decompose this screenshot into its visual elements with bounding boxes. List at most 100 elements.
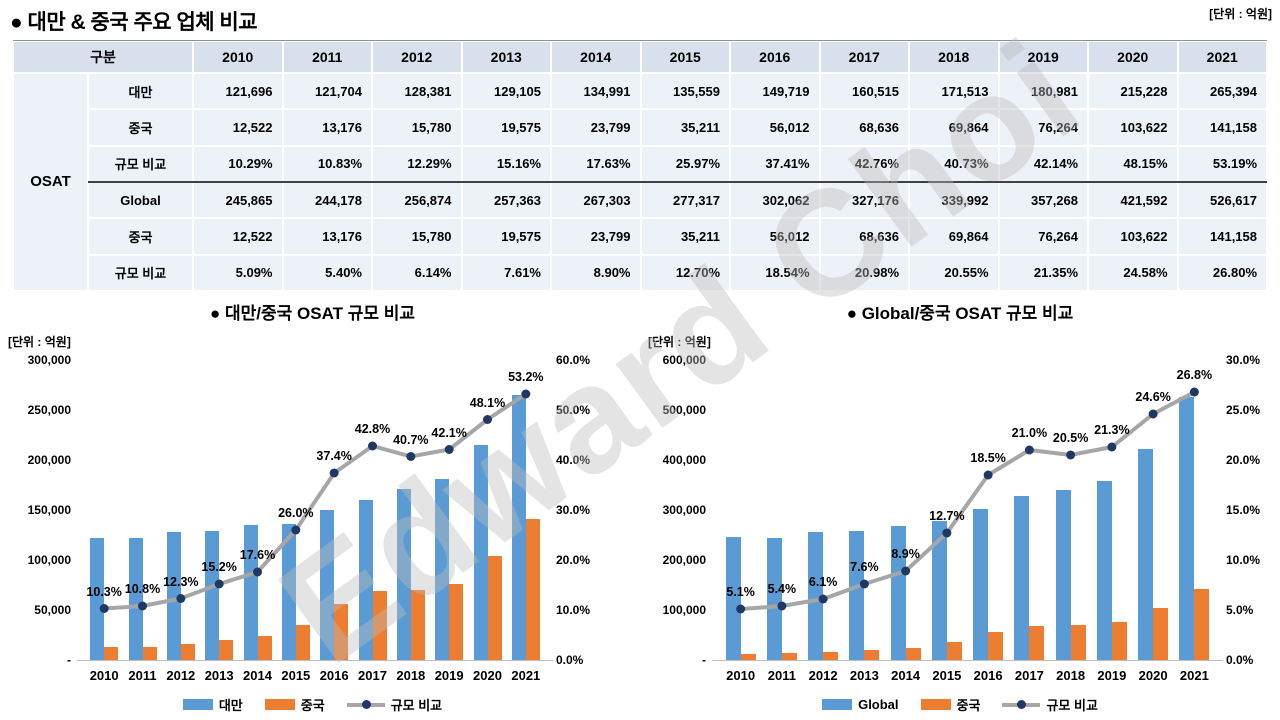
bar-chart-left-series1: [320, 510, 335, 660]
line-marker: [138, 601, 147, 611]
legend-item: 중국: [920, 695, 980, 714]
x-axis-category-label: 2020: [1138, 668, 1168, 683]
table-cell-value: 48.15%: [1088, 145, 1178, 182]
x-axis-category-label: 2018: [396, 668, 426, 683]
line-data-label: 42.1%: [431, 425, 467, 440]
table-cell-value: 135,559: [640, 73, 730, 110]
right-axis-tick-label: 40.0%: [556, 453, 591, 467]
line-marker: [777, 601, 787, 611]
line-marker: [521, 389, 531, 399]
line-marker: [901, 566, 911, 576]
right-axis-tick-label: 20.0%: [1226, 453, 1261, 467]
bar-chart-right-series1: [890, 526, 906, 660]
table-row-label: 대만: [88, 73, 193, 110]
table-cell-value: 69,864: [909, 109, 999, 146]
table-cell-value: 23,799: [551, 109, 641, 146]
y-axis-tick-label: -: [67, 653, 71, 667]
right-axis-tick-label: 30.0%: [556, 503, 591, 517]
table-cell-value: 141,158: [1177, 218, 1267, 255]
table-year-header: 2012: [372, 41, 462, 73]
y-axis-tick-label: 250,000: [27, 403, 71, 417]
line-data-label: 20.5%: [1052, 431, 1089, 445]
page-title: ● 대만 & 중국 주요 업체 비교: [10, 11, 258, 34]
legend-swatch: [264, 699, 295, 710]
bar-chart-left-series1: [358, 499, 373, 660]
bar-chart-right-series2: [1029, 625, 1045, 660]
table-cell-value: 15,780: [372, 218, 462, 255]
right-axis-tick-label: 20.0%: [556, 553, 591, 567]
line-data-label: 18.5%: [970, 451, 1006, 465]
table-cell-value: 257,363: [461, 181, 551, 219]
table-cell-value: 21.35%: [998, 254, 1088, 291]
x-axis-category-label: 2014: [243, 668, 272, 683]
table-cell-value: 42.14%: [998, 145, 1088, 182]
table-year-header: 2018: [909, 41, 999, 73]
bar-chart-left-series1: [281, 524, 296, 660]
table-cell-value: 339,992: [909, 181, 999, 219]
line-marker: [444, 445, 454, 454]
line-marker: [1066, 450, 1076, 460]
line-data-label: 40.7%: [393, 432, 429, 447]
line-marker: [859, 579, 869, 589]
bar-chart-left-series1: [435, 479, 450, 660]
bar-chart-right-series1: [1096, 481, 1112, 660]
legend-line-sample: [1002, 700, 1041, 709]
bar-chart-right-series2: [740, 653, 756, 660]
table-cell-value: 171,513: [909, 73, 999, 110]
table-cell-value: 245,865: [193, 181, 283, 219]
table-cell-value: 18.54%: [730, 254, 820, 291]
bar-chart-right-series2: [988, 632, 1004, 660]
table-cell-value: 35,211: [640, 109, 730, 146]
bar-chart-right-series1: [1138, 449, 1154, 660]
line-data-label: 17.6%: [239, 548, 276, 562]
bar-chart-left-series2: [334, 604, 349, 660]
right-axis-tick-label: 10.0%: [1226, 553, 1261, 567]
table-cell-value: 15,780: [372, 109, 462, 146]
table-corner-label: 구분: [13, 41, 193, 73]
table-cell-value: 19,575: [461, 109, 551, 146]
y-axis-tick-label: 200,000: [662, 553, 706, 567]
table-row-label: Global: [88, 181, 193, 219]
bar-chart-right-series2: [864, 650, 880, 660]
table-cell-value: 25.97%: [640, 145, 730, 182]
y-axis-tick-label: 200,000: [27, 453, 71, 467]
table-cell-value: 24.58%: [1088, 254, 1178, 291]
bar-chart-left-series2: [104, 647, 119, 660]
plot-area: 10.3% 10.8% 12.3% 15.2% 17.6% 26.0% 37.4% 42.8%…: [85, 360, 545, 660]
bar-chart-left-series1: [128, 538, 143, 660]
bar-chart-left-series2: [142, 646, 157, 660]
x-axis-category-label: 2015: [281, 668, 311, 683]
chart-legend: 대만 중국 규모 비교: [0, 695, 625, 714]
bar-chart-left-series1: [90, 538, 105, 660]
table-year-header: 2011: [282, 41, 372, 73]
line-marker: [329, 468, 339, 478]
line-data-label: 24.6%: [1135, 390, 1171, 404]
bar-chart-right-series2: [1111, 621, 1127, 660]
bar-chart-right-series1: [1179, 396, 1195, 660]
bar-chart-right-series1: [766, 537, 782, 660]
legend-label: 대만: [218, 698, 243, 713]
x-axis-category-label: 2013: [204, 668, 234, 683]
table-cell-value: 17.63%: [551, 145, 641, 182]
table-cell-value: 277,317: [640, 181, 730, 219]
table-cell-value: 357,268: [998, 181, 1088, 219]
x-axis-category-label: 2021: [1179, 668, 1209, 683]
legend-line-marker: [1017, 700, 1027, 709]
line-marker: [368, 441, 377, 451]
bar-chart-right-series2: [781, 653, 797, 660]
y-axis-tick-label: 300,000: [662, 503, 706, 517]
y-axis-tick-label: 600,000: [662, 353, 706, 367]
table-cell-value: 15.16%: [461, 145, 551, 182]
x-axis-category-label: 2019: [434, 668, 464, 683]
x-axis-category-label: 2010: [726, 668, 756, 683]
x-axis-category-label: 2017: [1014, 668, 1044, 683]
legend-label: 중국: [300, 698, 325, 713]
y-axis-tick-label: 500,000: [662, 403, 706, 417]
right-axis-tick-label: 0.0%: [1226, 653, 1254, 667]
y-axis-tick-label: -: [702, 653, 706, 667]
line-data-label: 15.2%: [201, 560, 237, 574]
table-cell-value: 12.29%: [372, 145, 462, 182]
table-cell-value: 40.73%: [909, 145, 999, 182]
line-data-label: 12.3%: [163, 574, 199, 589]
line-marker: [818, 594, 828, 604]
